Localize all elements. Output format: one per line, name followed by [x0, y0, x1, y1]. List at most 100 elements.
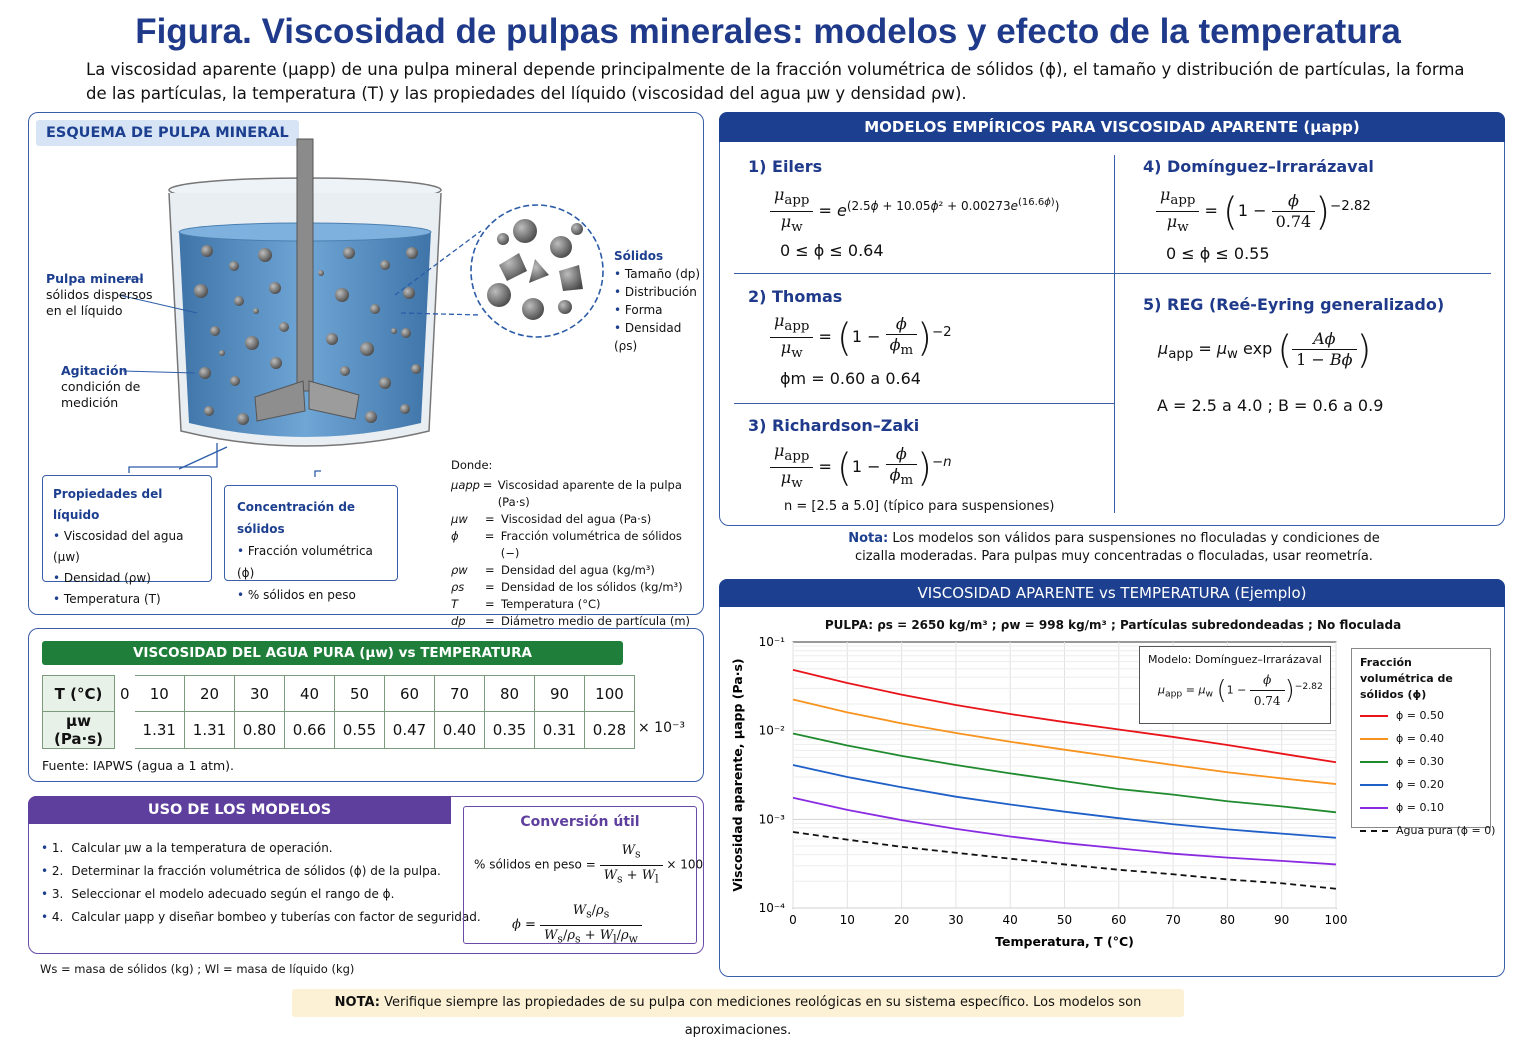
table-cell: 10 [134, 675, 185, 712]
agitation-label: Agitación [61, 363, 128, 378]
solids-item: Distribución [614, 283, 703, 301]
table-cell: 60 [384, 675, 435, 712]
table-row: T (°C) 0 10 20 30 40 50 60 70 80 90 100 [42, 675, 635, 712]
x-tick-label: 60 [1111, 913, 1126, 927]
water-panel: VISCOSIDAD DEL AGUA PURA (μw) vs TEMPERA… [28, 628, 704, 782]
series-line [792, 668, 1337, 764]
x-tick-label: 80 [1220, 913, 1235, 927]
pulp-desc: sólidos dispersos en el líquido [46, 287, 153, 318]
legend-label: ϕ = 0.30 [1396, 755, 1444, 768]
model-dom-formula: μapp μw = (1 − ϕ 0.74)−2.82 [1156, 185, 1371, 238]
where-title: Donde: [451, 458, 493, 472]
solids-item: Tamaño (dp) [614, 265, 703, 283]
legend-title: Fracción volumétrica de sólidos (ϕ) [1360, 656, 1453, 701]
usage-step: 4.Calcular μapp y diseñar bombeo y tuber… [41, 906, 481, 929]
table-cell: 0.80 [234, 711, 285, 749]
table-cell: 90 [534, 675, 585, 712]
model-box-formula: μapp = μw (1 − ϕ 0.74)−2.82 [1158, 670, 1323, 711]
note-label: Nota: [848, 531, 889, 546]
usage-step: 1.Calcular μw a la temperatura de operac… [41, 837, 481, 860]
footer-note: NOTA: Verifique siempre las propiedades … [292, 989, 1184, 1038]
footer-bold: NOTA: [334, 995, 380, 1010]
model-dom-range: 0 ≤ ϕ ≤ 0.55 [1166, 244, 1270, 263]
legend-swatch [1360, 830, 1388, 832]
table-cell: 0.40 [434, 711, 485, 749]
chart-panel: VISCOSIDAD APARENTE vs TEMPERATURA (Ejem… [719, 579, 1505, 977]
model-eilers-range: 0 ≤ ϕ ≤ 0.64 [780, 241, 884, 260]
symbol: T [451, 597, 459, 611]
legend-label: ϕ = 0.50 [1396, 709, 1444, 722]
x-tick-label: 70 [1165, 913, 1180, 927]
usage-steps: 1.Calcular μw a la temperatura de operac… [41, 837, 481, 929]
model-reg-formula: μapp = μw exp (Aϕ 1 − Bϕ) [1158, 327, 1372, 372]
model-box: Modelo: Domínguez–Irrarázaval μapp = μw … [1139, 646, 1331, 724]
water-source: Fuente: IAPWS (agua a 1 atm). [42, 758, 235, 773]
usage-footnote: Ws = masa de sólidos (kg) ; Wl = masa de… [40, 962, 355, 976]
table-cell: 0.66 [284, 711, 335, 749]
model-reg-title: 5) REG (Reé-Eyring generalizado) [1143, 295, 1445, 314]
conversion-formula-1: % sólidos en peso = Ws Ws + Wl × 100 [474, 843, 704, 886]
models-panel: MODELOS EMPÍRICOS PARA VISCOSIDAD APAREN… [719, 112, 1505, 526]
table-cell: 0.28 [584, 711, 635, 749]
solids-conc-box: Concentración de sólidos Fracción volumé… [224, 485, 398, 602]
symbol: μw [451, 512, 468, 526]
x-tick-label: 50 [1057, 913, 1072, 927]
models-title: MODELOS EMPÍRICOS PARA VISCOSIDAD APAREN… [719, 112, 1505, 142]
usage-step: 2.Determinar la fracción volumétrica de … [41, 860, 481, 883]
particles [194, 245, 421, 425]
solids-title: Sólidos [614, 249, 664, 263]
y-tick-label: 10⁻⁴ [759, 901, 786, 915]
symbol-desc: Fracción volumétrica de sólidos (−) [500, 529, 682, 560]
y-axis-label: Viscosidad aparente, μapp (Pa·s) [730, 658, 745, 891]
x-tick-label: 90 [1274, 913, 1289, 927]
table-cell: 0.47 [384, 711, 435, 749]
note-text: Los modelos son válidos para suspensione… [855, 531, 1380, 564]
chart-panel-title: VISCOSIDAD APARENTE vs TEMPERATURA (Ejem… [719, 579, 1505, 607]
water-title: VISCOSIDAD DEL AGUA PURA (μw) vs TEMPERA… [42, 641, 623, 665]
x-axis-label: Temperatura, T (°C) [995, 934, 1134, 949]
symbol-desc: Densidad de los sólidos (kg/m³) [501, 580, 683, 594]
legend-swatch [1360, 761, 1388, 763]
page-title: Figura. Viscosidad de pulpas minerales: … [135, 12, 1401, 51]
symbol-desc: Diámetro medio de partícula (m) [501, 614, 691, 628]
series-line [792, 698, 1337, 785]
table-cell: 100 [584, 675, 635, 712]
conc-item: % sólidos en peso [237, 584, 385, 606]
legend-swatch [1360, 784, 1388, 786]
symbol-legend-row: ρs = Densidad de los sólidos (kg/m³) [451, 580, 683, 594]
table-cell: 70 [434, 675, 485, 712]
symbol-legend-row: μw = Viscosidad del agua (Pa·s) [451, 512, 652, 526]
liquid-props-title: Propiedades del líquido [53, 487, 163, 522]
symbol-desc: Viscosidad aparente de la pulpa (Pa·s) [497, 478, 682, 509]
x-tick-label: 10 [840, 913, 855, 927]
model-rz-range: n = [2.5 a 5.0] (típico para suspensione… [784, 499, 1055, 514]
y-tick-label: 10⁻¹ [759, 635, 786, 649]
table-cell: 50 [334, 675, 385, 712]
y-tick-label: 10⁻² [759, 724, 786, 738]
symbol-legend-row: T = Temperatura (°C) [451, 597, 601, 611]
liquid-props-box: Propiedades del líquido Viscosidad del a… [42, 475, 212, 606]
model-thomas-formula: μapp μw = (1 − ϕ ϕm)−2 [770, 311, 952, 364]
conversion-box: Conversión útil % sólidos en peso = Ws Ws… [463, 806, 703, 945]
table-cell: 40 [284, 675, 335, 712]
legend-swatch [1360, 807, 1388, 809]
legend-item: ϕ = 0.10 [1360, 801, 1482, 824]
symbol-legend-row: ρw = Densidad del agua (kg/m³) [451, 563, 655, 577]
x-tick-label: 30 [948, 913, 963, 927]
liquid-item: Densidad (ρw) [53, 568, 201, 589]
solids-conc-title: Concentración de sólidos [237, 500, 356, 536]
model-eilers-formula: μapp μw = e(2.5ϕ + 10.05ϕ² + 0.00273e(16.… [770, 185, 1059, 238]
legend-label: ϕ = 0.20 [1396, 778, 1444, 791]
usage-title: USO DE LOS MODELOS [28, 796, 451, 824]
table-cell: 0.35 [484, 711, 535, 749]
symbol-desc: Densidad del agua (kg/m³) [501, 563, 655, 577]
y-tick-label: 10⁻³ [759, 812, 786, 826]
symbol: μapp [451, 478, 480, 492]
legend-item: Agua pura (ϕ = 0) [1360, 824, 1495, 847]
usage-step: 3.Seleccionar el modelo adecuado según e… [41, 883, 481, 906]
legend-item: ϕ = 0.40 [1360, 732, 1482, 755]
row-header: T (°C) [42, 675, 115, 712]
schematic-panel: ESQUEMA DE PULPA MINERAL [28, 112, 704, 628]
conversion-formula-2: ϕ = Ws/ρs Ws/ρs + Wl/ρw [512, 901, 642, 949]
model-rz-formula: μapp μw = (1 − ϕ ϕm)−n [770, 441, 952, 494]
